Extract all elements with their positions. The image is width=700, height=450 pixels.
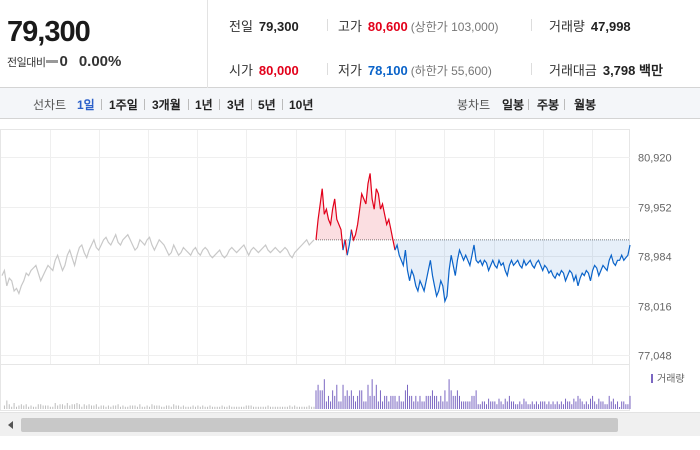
chart-scrollbar[interactable] xyxy=(0,412,700,436)
divider xyxy=(528,99,529,110)
divider xyxy=(144,99,145,110)
price-box: 79,300 전일대비 0 0.00% xyxy=(0,0,208,88)
stat-value: 47,998 xyxy=(590,19,631,34)
stat-volume: 거래량 47,998 xyxy=(549,16,631,35)
tab-3m[interactable]: 3개월 xyxy=(152,98,181,112)
price-line-up xyxy=(344,239,348,256)
divider xyxy=(531,19,532,31)
stat-high: 고가 80,600 (상한가 103,000) xyxy=(338,16,499,35)
arrow-left-icon xyxy=(7,421,13,429)
price-line-down xyxy=(346,229,352,256)
up-area-fill xyxy=(351,173,395,251)
tab-1d[interactable]: 1일 xyxy=(77,98,95,112)
divider xyxy=(188,99,189,110)
stat-value: 78,100 xyxy=(367,63,408,78)
divider xyxy=(219,99,220,110)
stat-value: 3,798 백만 xyxy=(602,63,663,78)
change-row: 전일대비 0 0.00% xyxy=(7,53,121,70)
tab-1y[interactable]: 1년 xyxy=(195,98,213,112)
stat-label: 시가 xyxy=(229,63,253,78)
stat-value: 79,300 xyxy=(258,19,299,34)
stat-value: 80,600 xyxy=(367,19,408,34)
lower-limit: (하한가 55,600) xyxy=(410,64,492,78)
stat-open: 시가 80,000 xyxy=(229,60,299,79)
y-tick-label: 79,952 xyxy=(638,203,672,215)
stats-grid: 전일 79,300 고가 80,600 (상한가 103,000) 거래량 47,998… xyxy=(208,0,700,88)
down-area-fill xyxy=(395,239,630,302)
stat-label: 전일 xyxy=(229,19,253,34)
stat-low: 저가 78,100 (하한가 55,600) xyxy=(338,60,492,79)
flat-icon xyxy=(46,60,59,63)
tab-daily-candle[interactable]: 일봉 xyxy=(502,98,525,112)
scroll-thumb[interactable] xyxy=(21,418,618,432)
volume-legend-label: 거래량 xyxy=(657,373,685,385)
price-line-down xyxy=(394,242,631,304)
volume-legend-swatch xyxy=(651,374,653,383)
tab-weekly-candle[interactable]: 주봉 xyxy=(537,98,560,112)
y-tick-label: 80,920 xyxy=(638,153,672,165)
change-label: 전일대비 xyxy=(7,56,46,69)
stat-amount: 거래대금 3,798 백만 xyxy=(549,60,663,79)
divider xyxy=(327,63,328,75)
tab-10y[interactable]: 10년 xyxy=(289,98,314,112)
divider xyxy=(327,19,328,31)
candle-chart-label: 봉차트 xyxy=(457,98,491,112)
divider xyxy=(101,99,102,110)
stat-label: 저가 xyxy=(338,63,362,78)
divider xyxy=(282,99,283,110)
scroll-left-button[interactable] xyxy=(0,413,20,437)
price-line-up xyxy=(350,173,396,251)
divider xyxy=(564,99,565,110)
stat-label: 거래량 xyxy=(549,19,585,34)
y-tick-label: 77,048 xyxy=(638,351,672,363)
tab-3y[interactable]: 3년 xyxy=(227,98,245,112)
change-value: 0 xyxy=(59,53,68,70)
tab-5y[interactable]: 5년 xyxy=(258,98,276,112)
up-area-fill xyxy=(316,188,343,251)
y-tick-label: 78,016 xyxy=(638,302,672,314)
stat-value: 80,000 xyxy=(258,63,299,78)
stat-prev-close: 전일 79,300 xyxy=(229,16,299,35)
tab-monthly-candle[interactable]: 월봉 xyxy=(574,98,597,112)
divider xyxy=(531,63,532,75)
stat-label: 거래대금 xyxy=(549,63,597,78)
upper-limit: (상한가 103,000) xyxy=(410,20,499,34)
prior-session-line xyxy=(1,233,315,296)
price-line-up xyxy=(315,188,344,251)
stock-summary: 79,300 전일대비 0 0.00% 전일 79,300 고가 80,600 (상한… xyxy=(0,0,700,88)
line-chart-label: 선차트 xyxy=(33,98,67,112)
divider xyxy=(251,99,252,110)
change-percent: 0.00% xyxy=(78,53,122,70)
tab-1w[interactable]: 1주일 xyxy=(109,98,138,112)
period-toolbar: 선차트 1일 1주일 3개월 1년 3년 5년 10년 봉차트 일봉 주봉 월봉 xyxy=(0,88,700,119)
plot-frame xyxy=(0,129,630,411)
y-tick-label: 78,984 xyxy=(638,252,672,264)
current-price: 79,300 xyxy=(7,16,91,48)
stat-label: 고가 xyxy=(338,19,362,34)
price-chart[interactable]: 80,920 79,952 78,984 78,016 77,048 거래량 xyxy=(0,119,700,412)
